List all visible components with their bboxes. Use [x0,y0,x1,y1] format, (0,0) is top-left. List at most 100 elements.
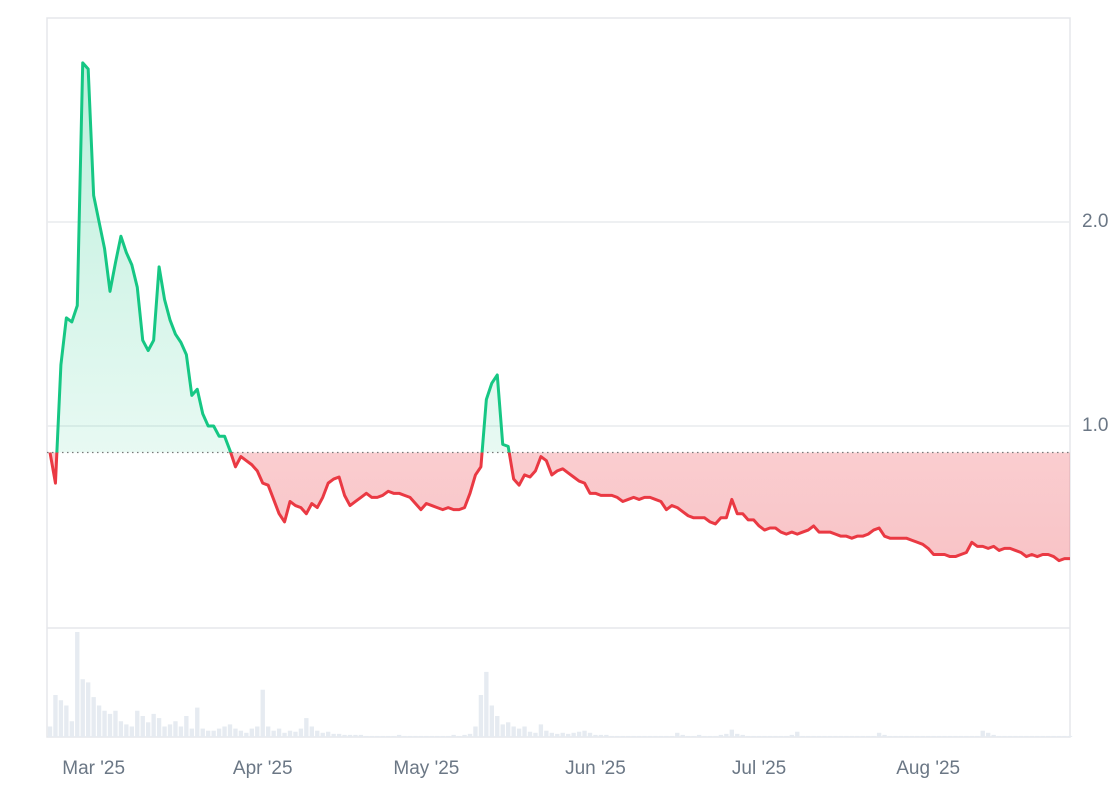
volume-bar [1056,735,1062,737]
volume-bar [195,707,200,737]
volume-bar [58,700,64,737]
volume-bar [266,726,271,737]
volume-bar [582,730,587,737]
volume-bar [309,726,314,737]
volume-bar [233,728,238,737]
volume-bar [686,735,691,737]
volume-bar [571,732,576,737]
volume-bar [729,729,734,737]
volume-bar [1046,735,1051,737]
volume-bar [680,734,685,737]
volume-bar [920,735,925,737]
volume-bar [107,713,113,737]
volume-bar [347,734,353,737]
volume-bar [800,735,805,737]
volume-bar [996,735,1002,737]
volume-bar [1062,735,1067,737]
volume-bar [936,735,942,737]
volume-bar [484,671,489,737]
volume-bar [336,733,342,737]
volume-bar [375,735,380,737]
volume-bar [249,728,254,737]
volume-bar [893,735,898,737]
volume-bar [211,730,216,737]
volume-bar [75,632,80,737]
volume-bar [669,735,674,737]
volume-bar [958,735,964,737]
volume-bar [904,735,909,737]
volume-bar [533,732,538,737]
volume-bar [298,728,304,737]
volume-bar [931,735,936,737]
volume-bar [778,735,784,737]
volume-bar [953,735,958,737]
volume-bar [189,728,194,737]
volume-bar [1018,735,1024,737]
volume-bar [53,695,58,737]
volume-bar [216,728,222,737]
volume-bar [647,735,653,737]
volume-bar [664,735,669,737]
volume-bar [707,735,713,737]
volume-bar [887,735,893,737]
volume-bar [811,735,816,737]
volume-bar [549,732,554,737]
x-tick-label: Mar '25 [62,758,125,779]
volume-bar [871,735,876,737]
x-tick-label: May '25 [393,758,459,779]
volume-bar [882,734,887,737]
volume-bar [789,734,794,737]
volume-bar [124,724,129,737]
volume-bar [456,735,462,737]
volume-bar [206,730,211,737]
volume-bar [342,734,347,737]
volume-bar [838,735,844,737]
volume-bar [598,734,604,737]
volume-bar [762,735,767,737]
volume-bar [255,726,260,737]
volume-bar [620,735,625,737]
volume-bar [986,732,991,737]
volume-bar [866,735,871,737]
plot-frame [46,17,1071,738]
volume-bar [315,730,320,737]
volume-bar [369,735,374,737]
volume-bar [1002,735,1007,737]
line-up [50,61,511,453]
volume-bar [304,718,309,737]
volume-bar [293,731,298,737]
volume-bar [287,730,293,737]
volume-bar [746,735,751,737]
volume-bar [167,724,173,737]
volume-bar [184,716,189,737]
volume-bar [516,728,522,737]
volume-bar [146,722,151,737]
volume-bar [227,724,233,737]
volume-bar [964,735,969,737]
volume-bar [604,734,609,737]
volume-bar [696,734,702,737]
volume-bar [331,733,336,737]
volume-bar [238,730,244,737]
volume-bar [822,735,827,737]
volume-bar [735,733,740,737]
volume-bar [276,728,282,737]
volume-bar [418,735,424,737]
volume-bar [767,735,773,737]
volume-bar [396,734,402,737]
x-tick-label: Aug '25 [896,758,960,779]
volume-bar [391,735,396,737]
volume-bar [358,734,364,737]
volume-bar [631,735,636,737]
volume-bar [47,726,53,737]
y-tick-label: 2.0 [1082,211,1108,232]
volume-bar [135,710,140,737]
volume-bar [424,735,429,737]
volume-bar [1029,735,1034,737]
volume-bar [91,697,96,737]
volume-bar [576,731,582,737]
volume-bar [129,726,134,737]
volume-bar [538,724,544,737]
volume-bar [1013,735,1018,737]
volume-bar [740,734,745,737]
